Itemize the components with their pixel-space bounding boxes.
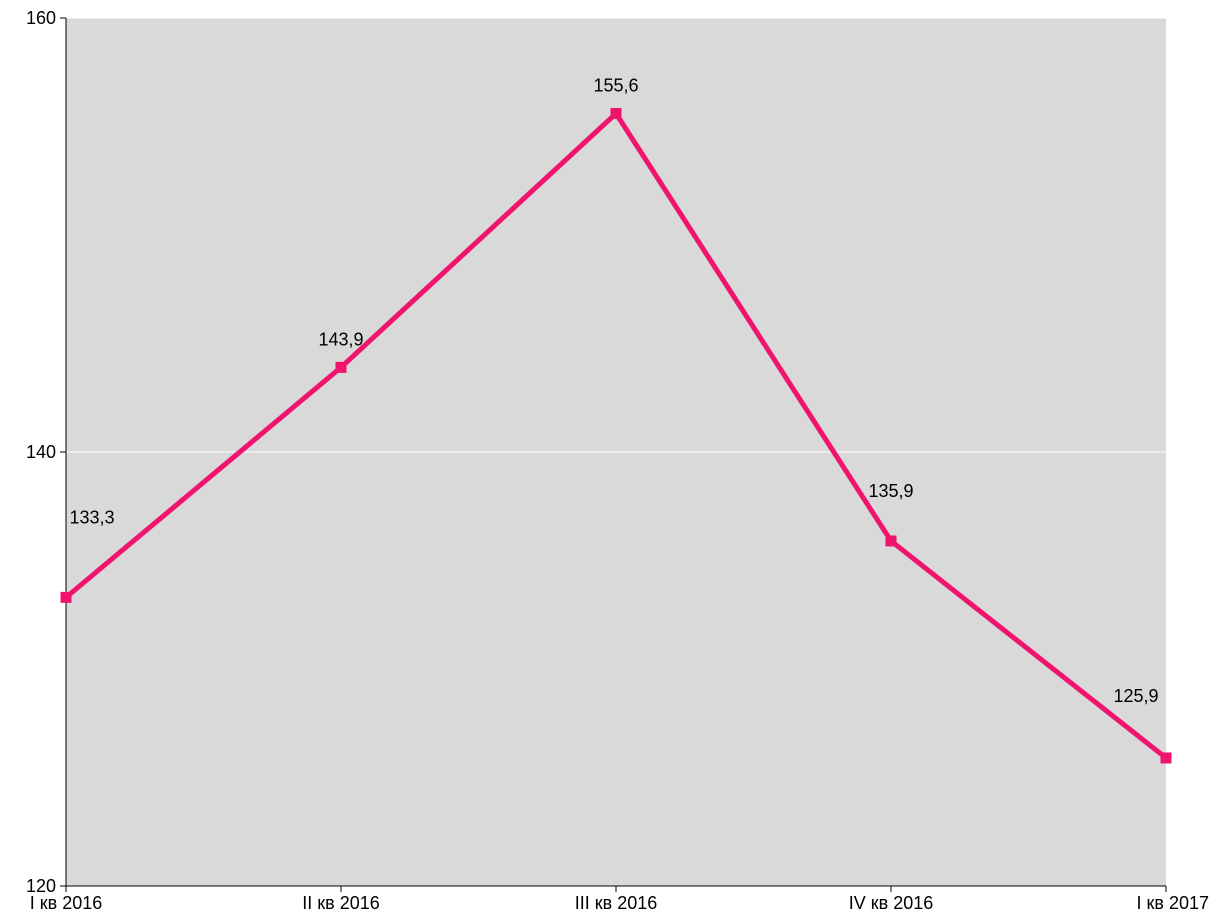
axes: 120 140 160 I кв 2016 II кв 2016 III кв 2016 I… <box>26 8 1209 913</box>
x-tick-label: I кв 2016 <box>30 893 102 913</box>
data-point-marker <box>610 107 622 119</box>
data-point-marker <box>60 591 72 603</box>
data-label: 155,6 <box>593 75 638 95</box>
x-tick-label: II кв 2016 <box>302 893 379 913</box>
data-label: 133,3 <box>69 507 114 527</box>
series <box>60 107 1172 764</box>
labels: 133,3 143,9 155,6 135,9 125,9 <box>69 75 1158 705</box>
y-tick-label: 120 <box>26 876 56 896</box>
y-tick-label: 140 <box>26 442 56 462</box>
x-tick-label: IV кв 2016 <box>849 893 934 913</box>
data-point-marker <box>1160 752 1172 764</box>
data-label: 143,9 <box>318 329 363 349</box>
data-label: 125,9 <box>1113 686 1158 706</box>
y-tick-label: 160 <box>26 8 56 28</box>
data-point-marker <box>335 361 347 373</box>
gridlines <box>66 17 1166 453</box>
x-tick-label: I кв 2017 <box>1137 893 1209 913</box>
data-label: 135,9 <box>868 481 913 501</box>
data-point-marker <box>885 535 897 547</box>
x-tick-label: III кв 2016 <box>575 893 658 913</box>
